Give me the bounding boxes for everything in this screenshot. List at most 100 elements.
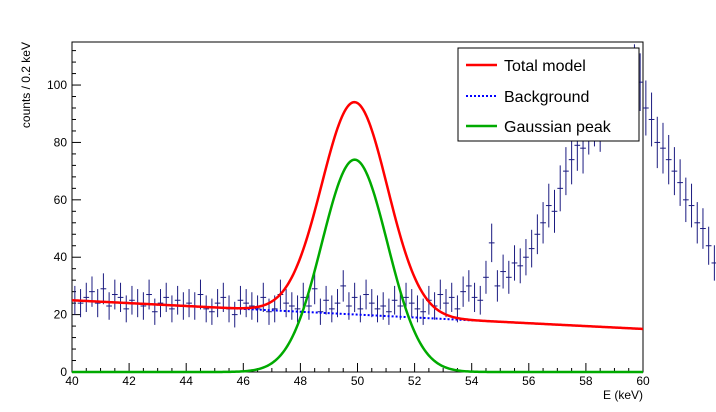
legend: Total model Background Gaussian peak [457, 47, 640, 142]
data-point [448, 282, 455, 313]
y-tick-label: 60 [54, 193, 68, 207]
data-point [306, 292, 312, 320]
data-point [437, 279, 444, 310]
data-point [700, 208, 706, 249]
data-point [249, 292, 255, 320]
data-point [397, 292, 404, 320]
legend-label-total: Total model [504, 58, 586, 75]
data-point [363, 279, 369, 310]
data-point [528, 229, 535, 268]
data-point [505, 260, 512, 294]
data-point [243, 289, 250, 318]
data-point [374, 295, 381, 323]
data-point [328, 295, 335, 323]
y-axis-label: counts / 0.2 keV [19, 42, 33, 128]
data-point [688, 183, 695, 228]
data-point [665, 134, 672, 185]
x-tick-label: 54 [465, 374, 479, 388]
data-point [540, 202, 546, 244]
data-point [460, 276, 466, 307]
data-point [294, 295, 301, 323]
data-point [203, 295, 210, 323]
data-point [568, 134, 575, 185]
y-tick-labels: 0 20 40 60 80 100 [47, 78, 67, 379]
data-point [391, 285, 398, 315]
data-point [563, 147, 569, 196]
data-point [117, 282, 124, 313]
data-point [443, 289, 449, 318]
data-point [106, 292, 112, 320]
data-point [311, 273, 318, 305]
data-point [477, 285, 484, 315]
data-point [511, 245, 518, 281]
data-point [174, 285, 181, 315]
data-point [283, 289, 289, 318]
y-tick-label: 0 [60, 365, 67, 379]
total-model-curve [71, 100, 644, 331]
x-tick-label: 58 [579, 374, 593, 388]
data-point [214, 289, 221, 318]
data-point [483, 260, 489, 294]
data-point [557, 165, 564, 212]
data-point [386, 298, 392, 325]
data-point [380, 292, 387, 320]
data-point [551, 189, 558, 233]
y-tick-label: 100 [47, 78, 67, 92]
x-tick-label: 60 [636, 374, 650, 388]
data-point [169, 295, 175, 323]
x-tick-label: 56 [522, 374, 536, 388]
data-point [163, 282, 170, 313]
y-tick-label: 40 [54, 250, 68, 264]
data-point [534, 214, 541, 255]
data-point [351, 282, 358, 313]
x-tick-label: 46 [237, 374, 251, 388]
data-point [83, 282, 90, 313]
x-tick-label: 42 [122, 374, 136, 388]
data-point [209, 298, 215, 325]
data-point [368, 289, 375, 318]
data-point [682, 177, 689, 223]
data-point [94, 289, 101, 318]
data-point [77, 289, 84, 318]
data-point [471, 282, 478, 313]
data-point [648, 92, 655, 147]
legend-label-gaussian: Gaussian peak [504, 119, 612, 136]
data-point [123, 295, 130, 323]
x-axis-label: E (keV) [603, 388, 643, 402]
data-point [465, 270, 472, 302]
x-tick-label: 40 [65, 374, 79, 388]
data-point [705, 226, 712, 265]
data-point [671, 147, 678, 196]
data-point [517, 248, 524, 284]
data-point [237, 285, 244, 315]
data-point [660, 122, 666, 174]
data-point [500, 254, 506, 289]
data-point [197, 279, 204, 310]
data-point [186, 289, 192, 318]
data-point [346, 292, 352, 320]
data-point [140, 292, 147, 320]
data-point [334, 289, 341, 318]
data-point [494, 270, 501, 302]
data-point [488, 223, 495, 263]
legend-label-background: Background [504, 89, 589, 106]
data-point [151, 298, 158, 325]
data-point [111, 279, 118, 310]
x-tick-label: 52 [408, 374, 422, 388]
data-point [654, 116, 661, 169]
data-point [231, 301, 238, 328]
data-point [260, 282, 267, 313]
data-point [100, 273, 107, 305]
data-point [408, 289, 415, 318]
data-point [323, 285, 329, 315]
data-point [643, 80, 649, 136]
x-tick-label: 50 [351, 374, 365, 388]
x-tick-label: 48 [294, 374, 308, 388]
y-tick-label: 20 [54, 308, 68, 322]
data-point [523, 239, 529, 276]
data-point [545, 183, 552, 228]
data-point [157, 289, 164, 318]
data-point [357, 295, 364, 323]
data-point [711, 245, 716, 281]
data-point [677, 159, 683, 206]
